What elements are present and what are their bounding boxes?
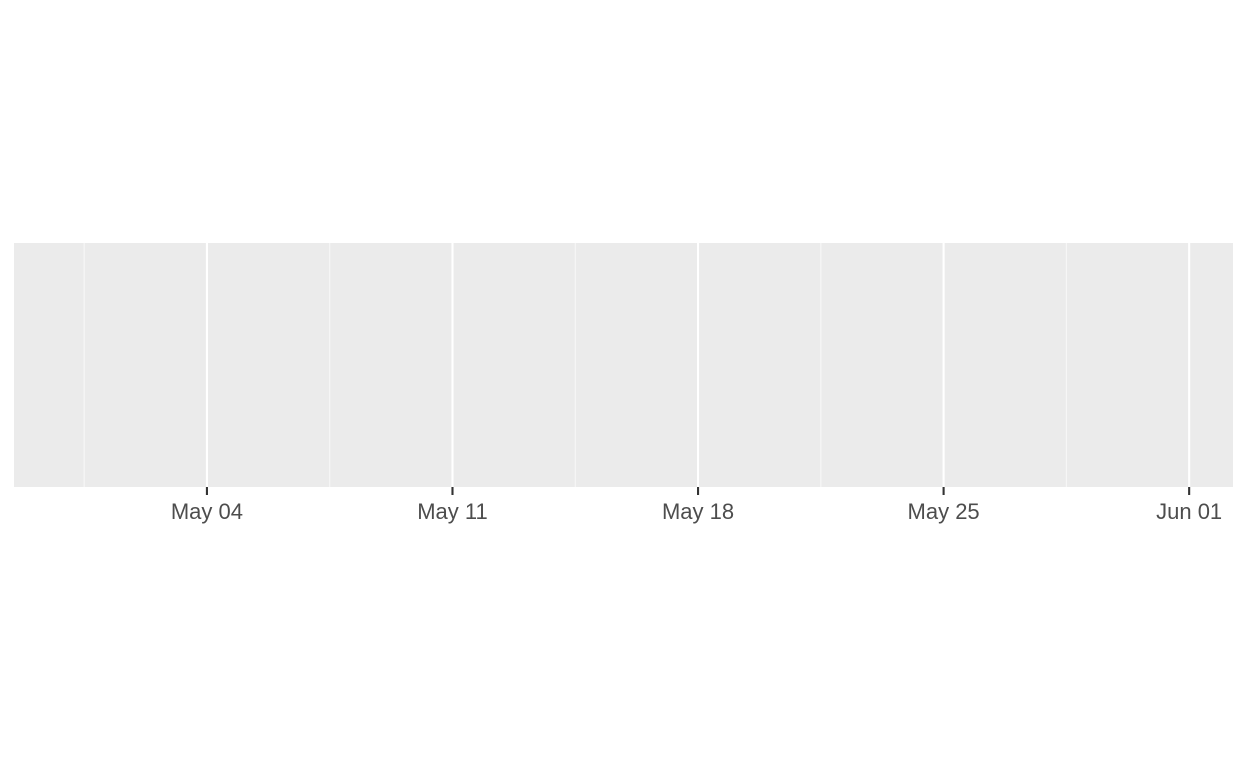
plot-panel: [14, 243, 1233, 487]
x-tick-label: May 04: [171, 499, 243, 524]
x-tick-label: Jun 01: [1156, 499, 1222, 524]
x-axis: May 04 May 11 May 18 May 25 Jun 01: [171, 487, 1222, 524]
x-tick-label: May 18: [662, 499, 734, 524]
x-tick-label: May 25: [908, 499, 980, 524]
minor-gridlines: [83, 243, 1067, 487]
major-gridlines: [205, 243, 1191, 487]
x-tick-label: May 11: [417, 499, 488, 524]
